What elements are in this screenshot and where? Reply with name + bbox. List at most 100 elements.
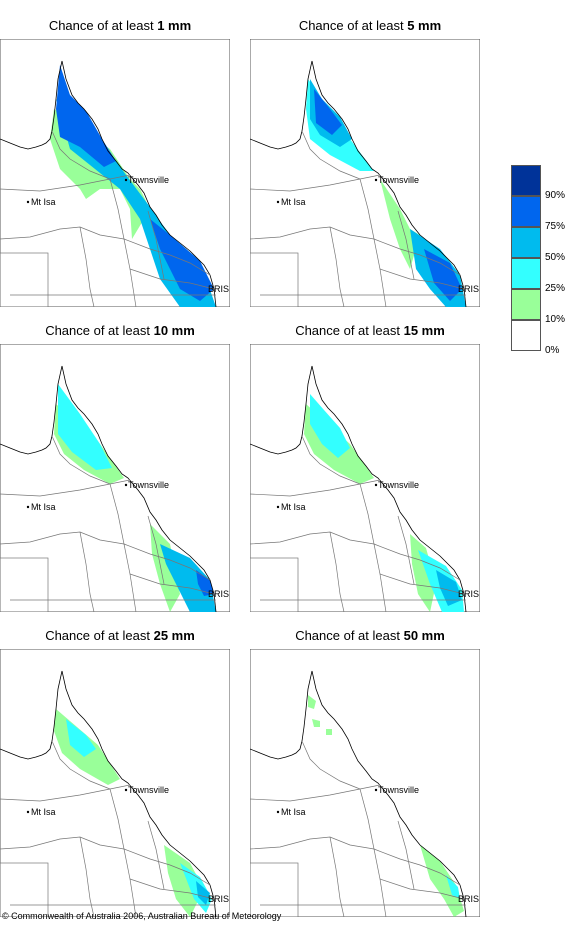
legend-swatch — [511, 258, 541, 289]
panel-title-prefix: Chance of at least — [45, 628, 154, 643]
panel-title-amount: 5 mm — [407, 18, 442, 33]
townsville-marker — [374, 483, 378, 487]
legend-swatch — [511, 165, 541, 196]
rainfall-probability-layer — [306, 79, 466, 307]
map-panel-3: Chance of at least 10 mm — [0, 323, 240, 623]
probability-region — [56, 65, 116, 167]
panel-title: Chance of at least 50 mm — [250, 628, 490, 644]
townsville-marker — [124, 178, 128, 182]
inset-box — [250, 252, 299, 307]
townsville-label: Townsville — [128, 175, 169, 185]
townsville-marker — [374, 178, 378, 182]
probability-region — [410, 534, 436, 612]
coastline — [0, 365, 217, 612]
legend-label: 25% — [545, 283, 566, 294]
legend-label: 10% — [545, 314, 566, 325]
mt-isa-marker — [276, 200, 280, 204]
inset-box — [0, 557, 49, 612]
legend-swatch — [511, 320, 541, 351]
queensland-map: Townsville Mt Isa BRIS — [0, 39, 230, 307]
legend-swatch — [511, 227, 541, 258]
bris-label: BRIS — [458, 894, 479, 904]
coastline — [250, 60, 467, 307]
bris-label: BRIS — [458, 284, 479, 294]
panel-title-prefix: Chance of at least — [295, 628, 404, 643]
mt-isa-marker — [276, 810, 280, 814]
coastline — [0, 60, 217, 307]
bris-label: BRIS — [458, 589, 479, 599]
mt-isa-label: Mt Isa — [281, 807, 306, 817]
probability-region — [160, 544, 216, 612]
mt-isa-label: Mt Isa — [281, 197, 306, 207]
probability-region — [196, 570, 214, 596]
inset-box — [0, 252, 49, 307]
panel-title: Chance of at least 25 mm — [0, 628, 240, 644]
district-borders — [250, 740, 465, 917]
legend-swatch — [511, 196, 541, 227]
inset-box — [250, 557, 299, 612]
probability-region — [314, 89, 342, 135]
panel-title: Chance of at least 10 mm — [0, 323, 240, 339]
inset-box — [250, 862, 299, 917]
panel-title-amount: 10 mm — [153, 323, 195, 338]
rainfall-probability-layer — [308, 695, 464, 917]
townsville-marker — [374, 788, 378, 792]
probability-region — [58, 384, 112, 470]
bris-label: BRIS — [208, 284, 229, 294]
legend-label: 50% — [545, 252, 566, 263]
panel-title: Chance of at least 5 mm — [250, 18, 490, 34]
coastline — [0, 670, 217, 917]
queensland-map: Townsville Mt Isa BRIS — [250, 39, 480, 307]
copyright-footer: © Commonwealth of Australia 2006, Austra… — [2, 911, 282, 921]
probability-region — [326, 729, 332, 735]
legend: 90% 75% 50% 25% 10% 0% — [511, 165, 570, 360]
mt-isa-marker — [276, 505, 280, 509]
rainfall-probability-layer — [304, 394, 464, 612]
mt-isa-marker — [26, 505, 30, 509]
map-panel-4: Chance of at least 15 mm — [250, 323, 490, 623]
map-panel-5: Chance of at least 25 mm — [0, 628, 240, 928]
townsville-marker — [124, 788, 128, 792]
bris-label: BRIS — [208, 894, 229, 904]
map-panel-2: Chance of at least 5 mm — [250, 18, 490, 318]
map-panel-1: Chance of at least 1 mm — [0, 18, 240, 318]
panel-title-amount: 1 mm — [157, 18, 192, 33]
legend-label: 0% — [545, 345, 560, 356]
townsville-label: Townsville — [378, 480, 419, 490]
panel-title-prefix: Chance of at least — [45, 323, 154, 338]
probability-region — [312, 719, 320, 727]
mt-isa-marker — [26, 200, 30, 204]
probability-region — [424, 249, 462, 301]
queensland-map: Townsville Mt Isa BRIS — [250, 649, 480, 917]
probability-region — [436, 570, 462, 606]
map-panel-6: Chance of at least 50 mm — [250, 628, 490, 928]
probability-region — [66, 719, 96, 757]
mt-isa-label: Mt Isa — [281, 502, 306, 512]
panel-title-prefix: Chance of at least — [298, 18, 408, 33]
panel-title-prefix: Chance of at least — [48, 18, 158, 33]
probability-region — [310, 394, 350, 458]
panel-title: Chance of at least 1 mm — [0, 18, 240, 34]
panel-title-amount: 25 mm — [153, 628, 195, 643]
townsville-label: Townsville — [128, 480, 169, 490]
legend-label: 75% — [545, 221, 566, 232]
coastline — [250, 365, 467, 612]
queensland-map: Townsville Mt Isa BRIS — [0, 344, 230, 612]
panel-title: Chance of at least 15 mm — [250, 323, 490, 339]
mt-isa-label: Mt Isa — [31, 197, 56, 207]
panel-title-amount: 50 mm — [403, 628, 445, 643]
panel-title-prefix: Chance of at least — [295, 323, 404, 338]
inset-box — [0, 862, 49, 917]
district-borders — [250, 435, 465, 612]
district-borders — [0, 435, 215, 612]
townsville-label: Townsville — [378, 175, 419, 185]
queensland-map: Townsville Mt Isa BRIS — [250, 344, 480, 612]
probability-region — [380, 179, 420, 269]
rainfall-probability-layer — [54, 384, 216, 612]
district-borders — [250, 130, 465, 307]
queensland-map: Townsville Mt Isa BRIS — [0, 649, 230, 917]
townsville-marker — [124, 483, 128, 487]
bris-label: BRIS — [208, 589, 229, 599]
legend-swatch — [511, 289, 541, 320]
probability-region — [308, 695, 316, 709]
